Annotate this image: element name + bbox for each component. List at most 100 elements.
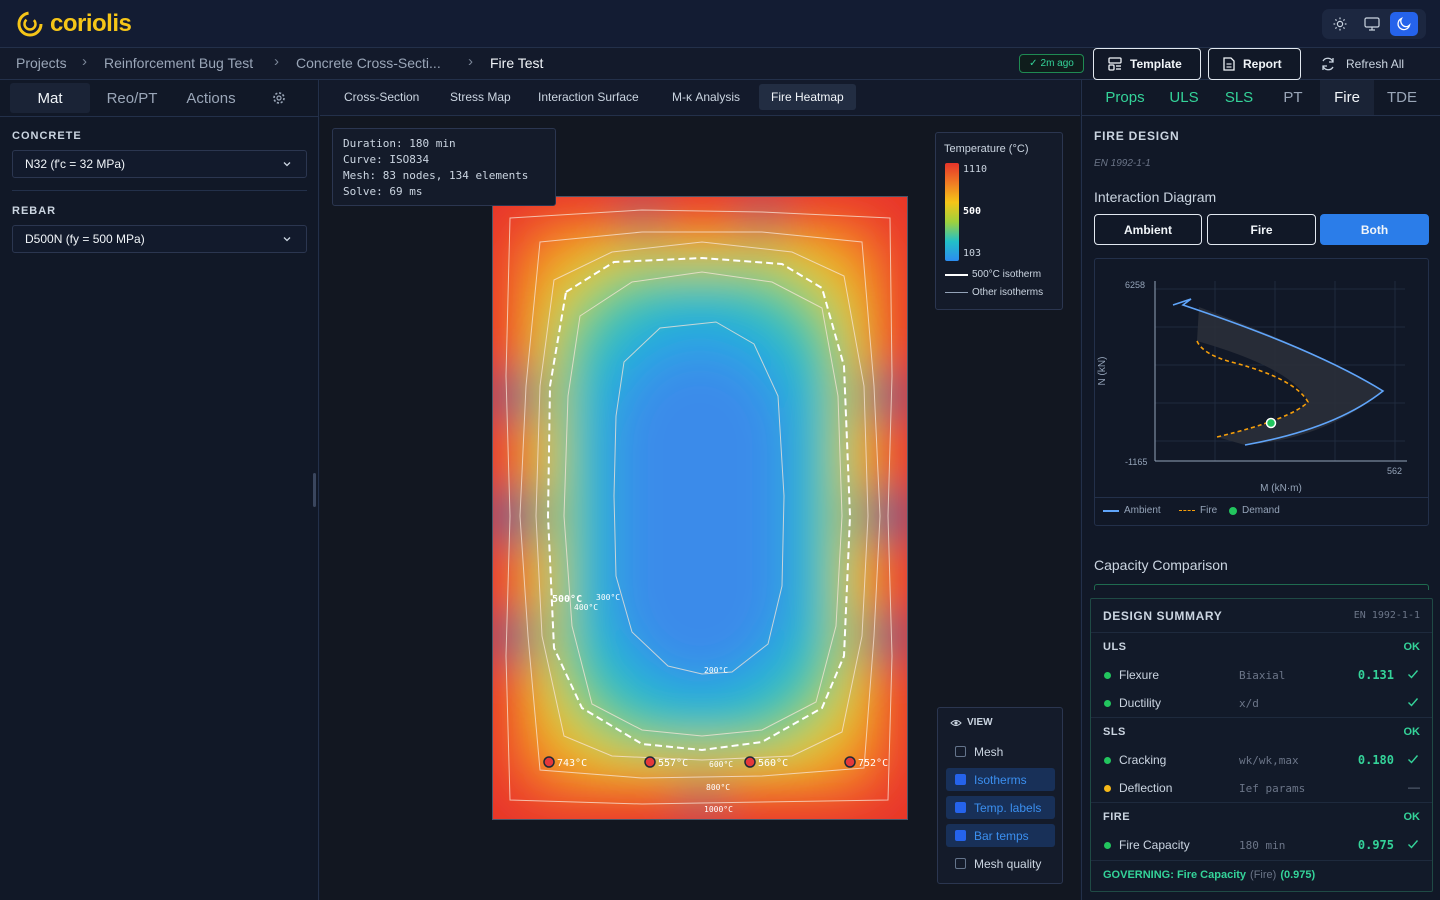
tab-fire-heatmap[interactable]: Fire Heatmap <box>759 84 856 110</box>
divider <box>1095 497 1428 498</box>
governing-source: (Fire) <box>1250 869 1277 881</box>
tab-cross-section[interactable]: Cross-Section <box>344 90 420 104</box>
interaction-diagram: 6258 -1165 562 M (kN·m) N (kN) Ambient F… <box>1094 258 1429 526</box>
report-button-label: Report <box>1243 57 1282 71</box>
ambient-button[interactable]: Ambient <box>1094 214 1202 245</box>
tab-m-kappa[interactable]: M-κ Analysis <box>672 90 741 104</box>
tab-mat[interactable]: Mat <box>10 83 90 113</box>
row-name: Deflection <box>1119 781 1173 795</box>
rebar-marker[interactable] <box>844 756 856 768</box>
light-theme-button[interactable] <box>1326 12 1354 36</box>
temperature-legend: Temperature (°C) 1110 500 103 500°C isot… <box>935 132 1063 310</box>
divider <box>1091 717 1432 718</box>
left-tab-bar: Mat Reo/PT Actions <box>10 83 307 113</box>
concrete-select-value: N32 (f'c = 32 MPa) <box>25 157 125 171</box>
refresh-icon <box>1322 57 1334 71</box>
tab-sls[interactable]: SLS <box>1224 89 1254 106</box>
summary-row-ductility[interactable]: Ductility x/d <box>1091 689 1432 717</box>
tab-pt[interactable]: PT <box>1283 89 1303 106</box>
tab-stress-map[interactable]: Stress Map <box>450 90 511 104</box>
interaction-chart[interactable]: 6258 -1165 562 M (kN·m) N (kN) <box>1095 259 1428 499</box>
breadcrumb-section[interactable]: Concrete Cross-Secti... <box>296 55 441 71</box>
report-button[interactable]: Report <box>1208 48 1301 80</box>
legend-title: Temperature (°C) <box>944 143 1029 155</box>
sls-status: OK <box>1403 726 1421 738</box>
template-button[interactable]: Template <box>1093 48 1201 80</box>
checkbox-checked[interactable] <box>955 802 966 813</box>
both-button[interactable]: Both <box>1320 214 1429 245</box>
view-toggle-mesh[interactable]: Mesh <box>946 740 1055 763</box>
left-panel: Mat Reo/PT Actions CONCRETE N32 (f'c = 3… <box>0 80 319 900</box>
fire-section-label: FIRE <box>1103 811 1131 823</box>
checkbox[interactable] <box>955 858 966 869</box>
system-theme-button[interactable] <box>1358 12 1386 36</box>
tab-reo-pt[interactable]: Reo/PT <box>106 89 158 107</box>
tab-actions[interactable]: Actions <box>186 89 236 107</box>
legend-demand-label: Demand <box>1242 505 1280 516</box>
settings-button[interactable] <box>266 83 292 113</box>
fire-button[interactable]: Fire <box>1207 214 1316 245</box>
checkbox-checked[interactable] <box>955 830 966 841</box>
row-name: Flexure <box>1119 668 1160 682</box>
view-toggle-mesh-quality[interactable]: Mesh quality <box>946 852 1055 875</box>
view-toggle-bar-temps[interactable]: Bar temps <box>946 824 1055 847</box>
legend-demand-swatch <box>1229 506 1237 515</box>
tab-props[interactable]: Props <box>1105 89 1145 106</box>
left-resize-handle[interactable] <box>313 473 316 507</box>
legend-mid: 500 <box>963 206 982 217</box>
view-toggle-label: Bar temps <box>974 828 1029 843</box>
concrete-select[interactable]: N32 (f'c = 32 MPa) <box>12 150 307 178</box>
summary-row-deflection[interactable]: Deflection Ief params — <box>1091 774 1432 802</box>
summary-row-cracking[interactable]: Cracking wk/wk,max 0.180 <box>1091 746 1432 774</box>
breadcrumb-project[interactable]: Reinforcement Bug Test <box>104 55 254 71</box>
status-dot <box>1104 842 1111 849</box>
fire-heatmap[interactable]: 500°C 300°C 400°C 200°C 600°C 800°C 1000… <box>492 196 908 820</box>
view-toggle-label: Isotherms <box>974 772 1027 787</box>
tab-interaction-surface[interactable]: Interaction Surface <box>538 90 639 104</box>
breadcrumb-projects[interactable]: Projects <box>16 55 67 71</box>
row-value: 0.131 <box>1357 668 1394 682</box>
fire-design-code: EN 1992-1-1 <box>1094 158 1151 169</box>
rebar-marker[interactable] <box>644 756 656 768</box>
demand-point[interactable] <box>1265 417 1277 429</box>
app-logo-text[interactable]: coriolis <box>50 10 132 37</box>
checkbox-checked[interactable] <box>955 774 966 785</box>
tab-fire[interactable]: Fire <box>1320 80 1374 115</box>
divider <box>1091 860 1432 861</box>
isotherm-label-400: 400°C <box>574 603 598 612</box>
tab-uls[interactable]: ULS <box>1169 89 1199 106</box>
divider <box>1091 802 1432 803</box>
right-panel: Props ULS SLS PT Fire TDE FIRE DESIGN EN… <box>1081 80 1440 900</box>
bar-temp-label: 557°C <box>658 758 688 769</box>
dark-theme-button[interactable] <box>1390 12 1418 36</box>
tab-tde[interactable]: TDE <box>1387 89 1417 106</box>
template-icon <box>1108 57 1122 71</box>
coriolis-logo-icon[interactable] <box>16 10 44 38</box>
chevron-down-icon <box>283 162 291 167</box>
view-options-panel: VIEW Mesh Isotherms Temp. labels Bar tem… <box>937 707 1063 884</box>
view-toggle-isotherms[interactable]: Isotherms <box>946 768 1055 791</box>
design-summary-panel: DESIGN SUMMARY EN 1992-1-1 ULS OK Flexur… <box>1090 598 1433 892</box>
concrete-label: CONCRETE <box>12 130 82 142</box>
rebar-select[interactable]: D500N (fy = 500 MPa) <box>12 225 307 253</box>
rebar-marker[interactable] <box>744 756 756 768</box>
view-toggle-temp-labels[interactable]: Temp. labels <box>946 796 1055 819</box>
refresh-all-button[interactable]: Refresh All <box>1310 48 1430 80</box>
uls-status: OK <box>1403 641 1421 653</box>
row-param: Ief params <box>1239 782 1306 795</box>
summary-row-fire-capacity[interactable]: Fire Capacity 180 min 0.975 <box>1091 831 1432 859</box>
row-value: — <box>1408 780 1420 794</box>
rebar-marker[interactable] <box>543 756 555 768</box>
fire-status: OK <box>1403 811 1421 823</box>
center-panel: Cross-Section Stress Map Interaction Sur… <box>320 80 1086 900</box>
check-icon <box>1408 840 1419 849</box>
y-min-label: -1165 <box>1125 457 1147 467</box>
summary-row-flexure[interactable]: Flexure Biaxial 0.131 <box>1091 661 1432 689</box>
checkbox[interactable] <box>955 746 966 757</box>
chevron-right-icon: › <box>274 53 279 70</box>
legend-ambient: Ambient <box>1103 505 1161 516</box>
isotherm-label-500: 500°C <box>552 594 582 605</box>
solve-text: Solve: 69 ms <box>343 185 423 198</box>
divider <box>12 190 307 191</box>
y-max-label: 6258 <box>1125 280 1145 290</box>
